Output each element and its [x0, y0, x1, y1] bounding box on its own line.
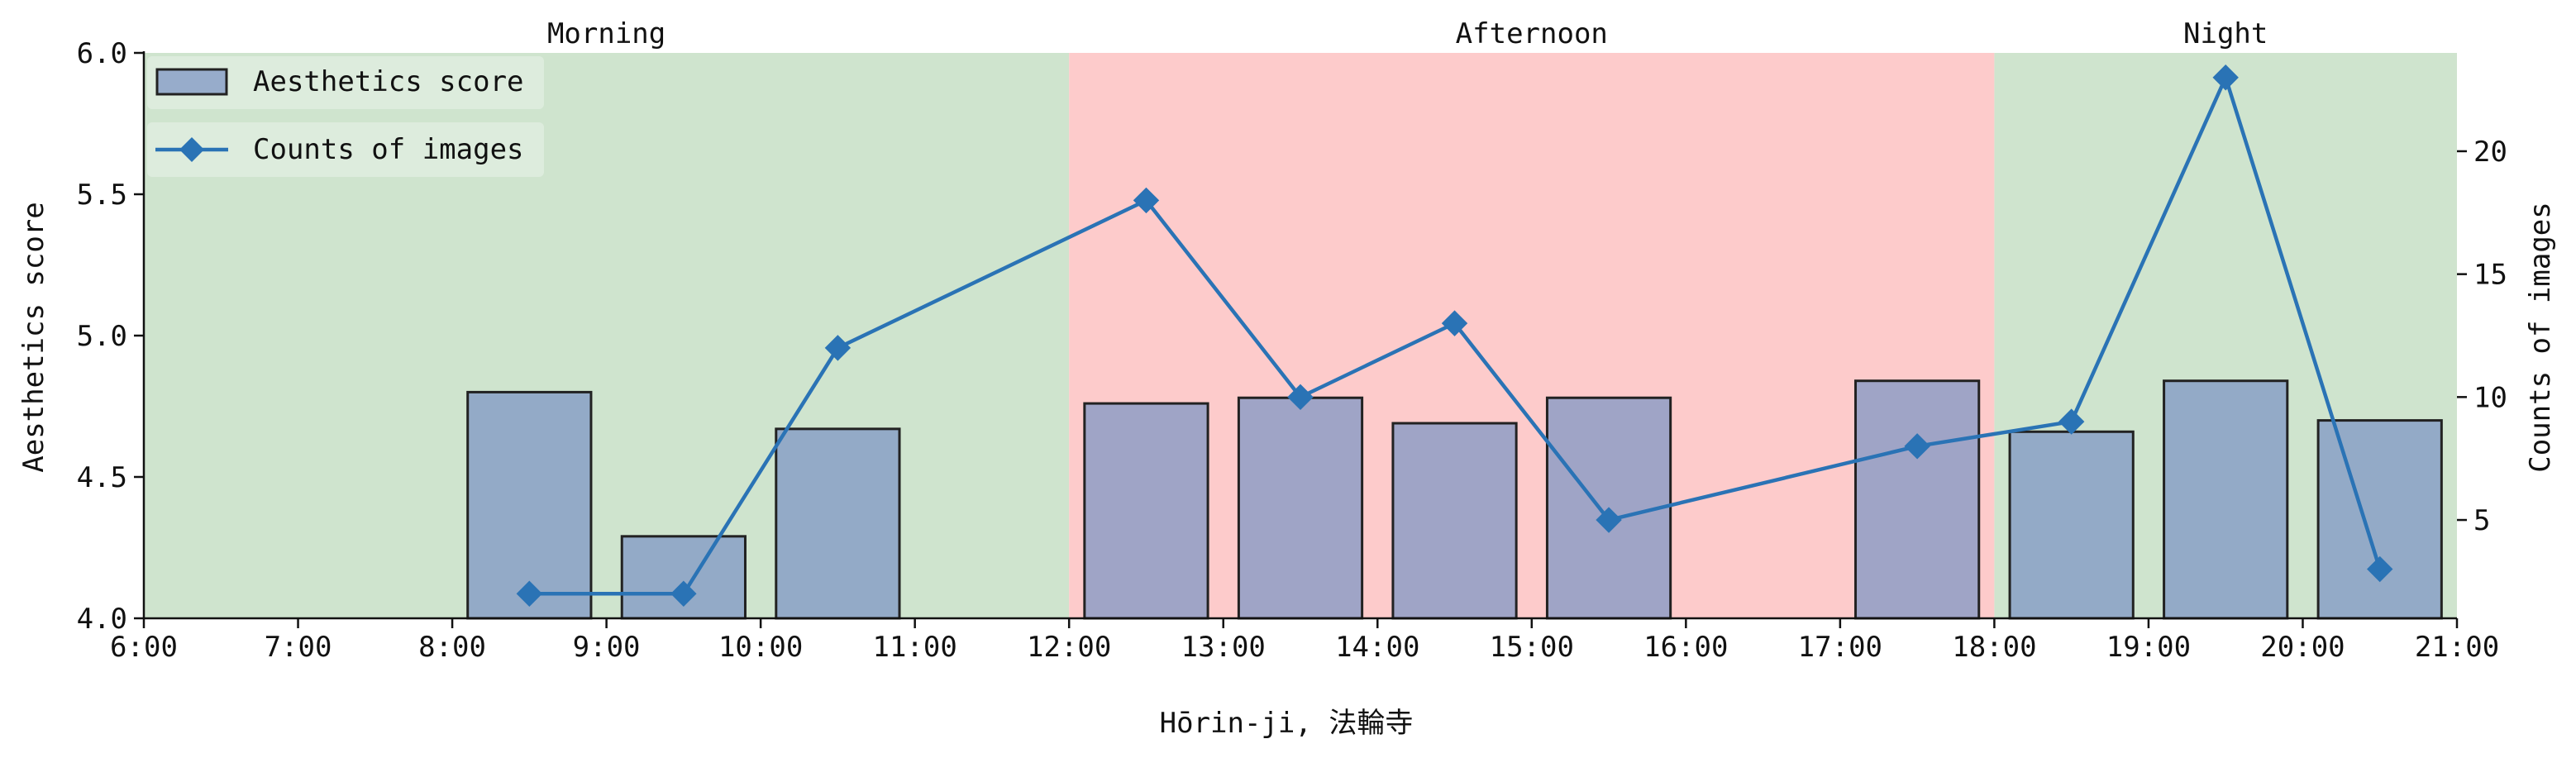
x-tick-label-15: 21:00 [2415, 631, 2499, 664]
x-axis-title: Hōrin-ji, 法輪寺 [1160, 707, 1414, 740]
x-tick-label-8: 14:00 [1335, 631, 1419, 664]
period-bands [144, 53, 2457, 618]
axes: 6:00 7:00 8:00 9:00 10:00 11:00 12:00 13:00 14:0… [77, 37, 2507, 664]
period-label-0: Morning [547, 17, 665, 50]
right-axis-title: Counts of images [2524, 202, 2557, 473]
x-tick-label-5: 11:00 [872, 631, 956, 664]
legend: Aesthetics score Counts of images [147, 56, 544, 177]
count-marker-2 [824, 335, 852, 361]
period-band-1 [1069, 53, 1995, 618]
bar-3 [1083, 402, 1209, 620]
x-tick-label-3: 9:00 [573, 631, 641, 664]
y-left-tick-label-2: 5.0 [77, 320, 127, 353]
x-tick-label-0: 6:00 [110, 631, 178, 664]
y-left-tick-label-4: 6.0 [77, 37, 127, 70]
x-tick-label-10: 16:00 [1643, 631, 1728, 664]
left-axis-title: Aesthetics score [17, 202, 50, 473]
legend-swatch-bars [155, 68, 228, 96]
count-marker-1 [670, 580, 697, 607]
count-marker-4 [1287, 384, 1314, 411]
legend-box-bars [147, 56, 544, 109]
legend-swatch-marker [179, 137, 204, 162]
x-tick-label-9: 15:00 [1490, 631, 1574, 664]
x-tick-label-1: 7:00 [265, 631, 332, 664]
period-band-0 [144, 53, 1070, 618]
y-left-tick-label-1: 4.5 [77, 461, 127, 494]
x-tick-label-7: 13:00 [1181, 631, 1266, 664]
legend-label-bars: Aesthetics score [253, 65, 524, 98]
count-marker-6 [1596, 507, 1622, 533]
y-right-tick-label-1: 10 [2473, 381, 2507, 414]
bar-8 [2008, 430, 2135, 620]
x-tick-label-2: 8:00 [418, 631, 486, 664]
line-series [516, 64, 2393, 607]
bar-10 [2316, 419, 2443, 620]
y-right-tick-label-2: 15 [2473, 259, 2507, 292]
bar-9 [2163, 379, 2289, 620]
bar-series [466, 379, 2443, 620]
period-label-1: Afternoon [1456, 17, 1608, 50]
x-tick-label-11: 17:00 [1798, 631, 1882, 664]
x-tick-label-6: 12:00 [1027, 631, 1111, 664]
bar-5 [1391, 422, 1518, 620]
period-label-2: Night [2183, 17, 2268, 50]
count-marker-5 [1441, 310, 1468, 336]
y-left-tick-label-0: 4.0 [77, 603, 127, 636]
count-marker-9 [2212, 64, 2239, 91]
y-right-tick-label-3: 20 [2473, 136, 2507, 169]
legend-box-line [147, 122, 544, 177]
bar-7 [1854, 379, 1981, 620]
count-marker-3 [1133, 187, 1160, 214]
period-labels: Morning Afternoon Night [547, 17, 2268, 50]
x-tick-label-12: 18:00 [1952, 631, 2036, 664]
x-tick-label-4: 10:00 [718, 631, 803, 664]
count-marker-8 [2058, 408, 2085, 435]
y-left-tick-label-3: 5.5 [77, 179, 127, 212]
x-tick-label-13: 19:00 [2106, 631, 2191, 664]
bar-2 [775, 427, 901, 620]
y-right-tick-label-0: 5 [2473, 504, 2490, 537]
count-marker-10 [2367, 555, 2393, 583]
count-marker-7 [1904, 433, 1930, 460]
count-marker-0 [516, 580, 543, 607]
legend-label-line: Counts of images [253, 133, 524, 166]
x-tick-label-14: 20:00 [2260, 631, 2345, 664]
bar-4 [1237, 396, 1364, 620]
bar-0 [466, 390, 593, 620]
